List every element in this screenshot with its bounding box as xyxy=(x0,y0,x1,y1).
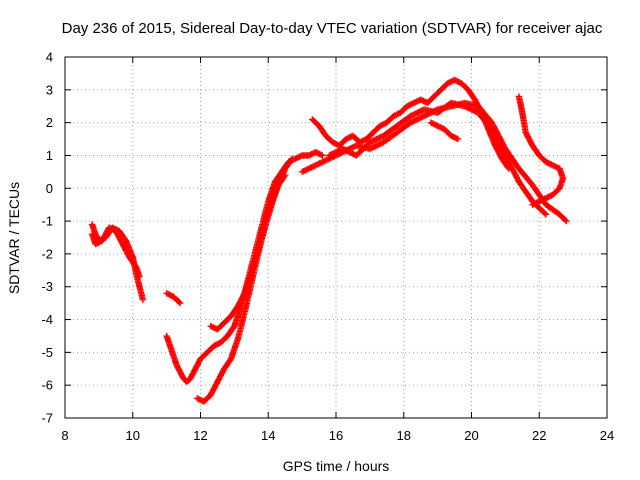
data-point xyxy=(548,161,555,168)
y-tick-label: 1 xyxy=(46,148,53,163)
series-segment-d xyxy=(163,149,326,386)
x-tick-label: 14 xyxy=(261,428,275,443)
data-point xyxy=(512,171,519,178)
y-tick-label: 4 xyxy=(46,50,53,65)
y-tick-label: -3 xyxy=(41,279,53,294)
data-point xyxy=(562,216,569,224)
data-point xyxy=(507,163,515,170)
y-tick-label: -7 xyxy=(41,411,53,426)
data-point xyxy=(541,210,549,217)
data-point xyxy=(529,201,536,208)
series-segment-k xyxy=(515,93,567,208)
series-segment-j xyxy=(427,119,462,143)
series-segment-g xyxy=(309,76,512,172)
series-segment-h xyxy=(298,99,570,225)
y-tick-label: -2 xyxy=(41,246,53,261)
data-point xyxy=(563,217,570,225)
data-point xyxy=(490,130,498,137)
data-point xyxy=(508,164,515,172)
y-tick-label: 0 xyxy=(46,181,53,196)
data-point xyxy=(317,151,325,158)
data-point xyxy=(499,146,506,154)
data-point xyxy=(452,134,459,141)
x-tick-label: 8 xyxy=(61,428,68,443)
series-segment-e xyxy=(193,155,296,405)
data-point xyxy=(495,139,503,147)
data-point xyxy=(136,273,143,281)
data-point xyxy=(282,171,289,179)
series-segment-c xyxy=(163,290,184,307)
data-point xyxy=(492,132,499,140)
x-tick-label: 20 xyxy=(464,428,478,443)
data-point xyxy=(502,153,510,160)
series-segment-i xyxy=(326,99,550,218)
y-tick-label: 3 xyxy=(46,82,53,97)
y-tick-label: -1 xyxy=(41,214,53,229)
y-tick-label: -5 xyxy=(41,345,53,360)
data-point xyxy=(288,155,296,162)
data-point xyxy=(507,161,514,169)
series-segment-f xyxy=(207,171,289,333)
x-tick-label: 12 xyxy=(193,428,207,443)
data-point xyxy=(175,298,183,306)
data-point xyxy=(542,211,550,218)
data-point xyxy=(319,152,326,159)
data-point xyxy=(281,173,288,180)
data-point xyxy=(418,97,426,104)
x-tick-label: 24 xyxy=(600,428,614,443)
x-tick-label: 22 xyxy=(532,428,546,443)
x-tick-label: 10 xyxy=(126,428,140,443)
series-segment-b xyxy=(88,224,143,281)
data-point xyxy=(139,296,147,304)
data-point xyxy=(506,160,513,167)
data-point xyxy=(492,134,500,141)
data-points xyxy=(88,76,570,405)
data-point xyxy=(379,121,386,128)
x-tick-label: 18 xyxy=(397,428,411,443)
y-tick-label: 2 xyxy=(46,115,53,130)
x-tick-label: 16 xyxy=(329,428,343,443)
data-point xyxy=(491,131,498,138)
y-tick-label: -4 xyxy=(41,312,53,327)
y-tick-label: -6 xyxy=(41,378,53,393)
data-point xyxy=(498,145,505,152)
data-point xyxy=(445,79,453,86)
grid xyxy=(65,57,607,418)
data-point xyxy=(530,200,537,208)
data-point xyxy=(514,175,521,183)
data-point xyxy=(504,156,511,163)
data-point xyxy=(177,299,184,307)
data-point xyxy=(503,155,510,162)
data-point xyxy=(287,156,295,164)
chart-title: Day 236 of 2015, Sidereal Day-to-day VTE… xyxy=(62,20,603,37)
x-axis-title: GPS time / hours xyxy=(283,458,390,474)
data-point xyxy=(496,141,503,148)
data-point xyxy=(454,135,462,143)
y-axis-title: SDTVAR / TECUs xyxy=(6,182,22,294)
